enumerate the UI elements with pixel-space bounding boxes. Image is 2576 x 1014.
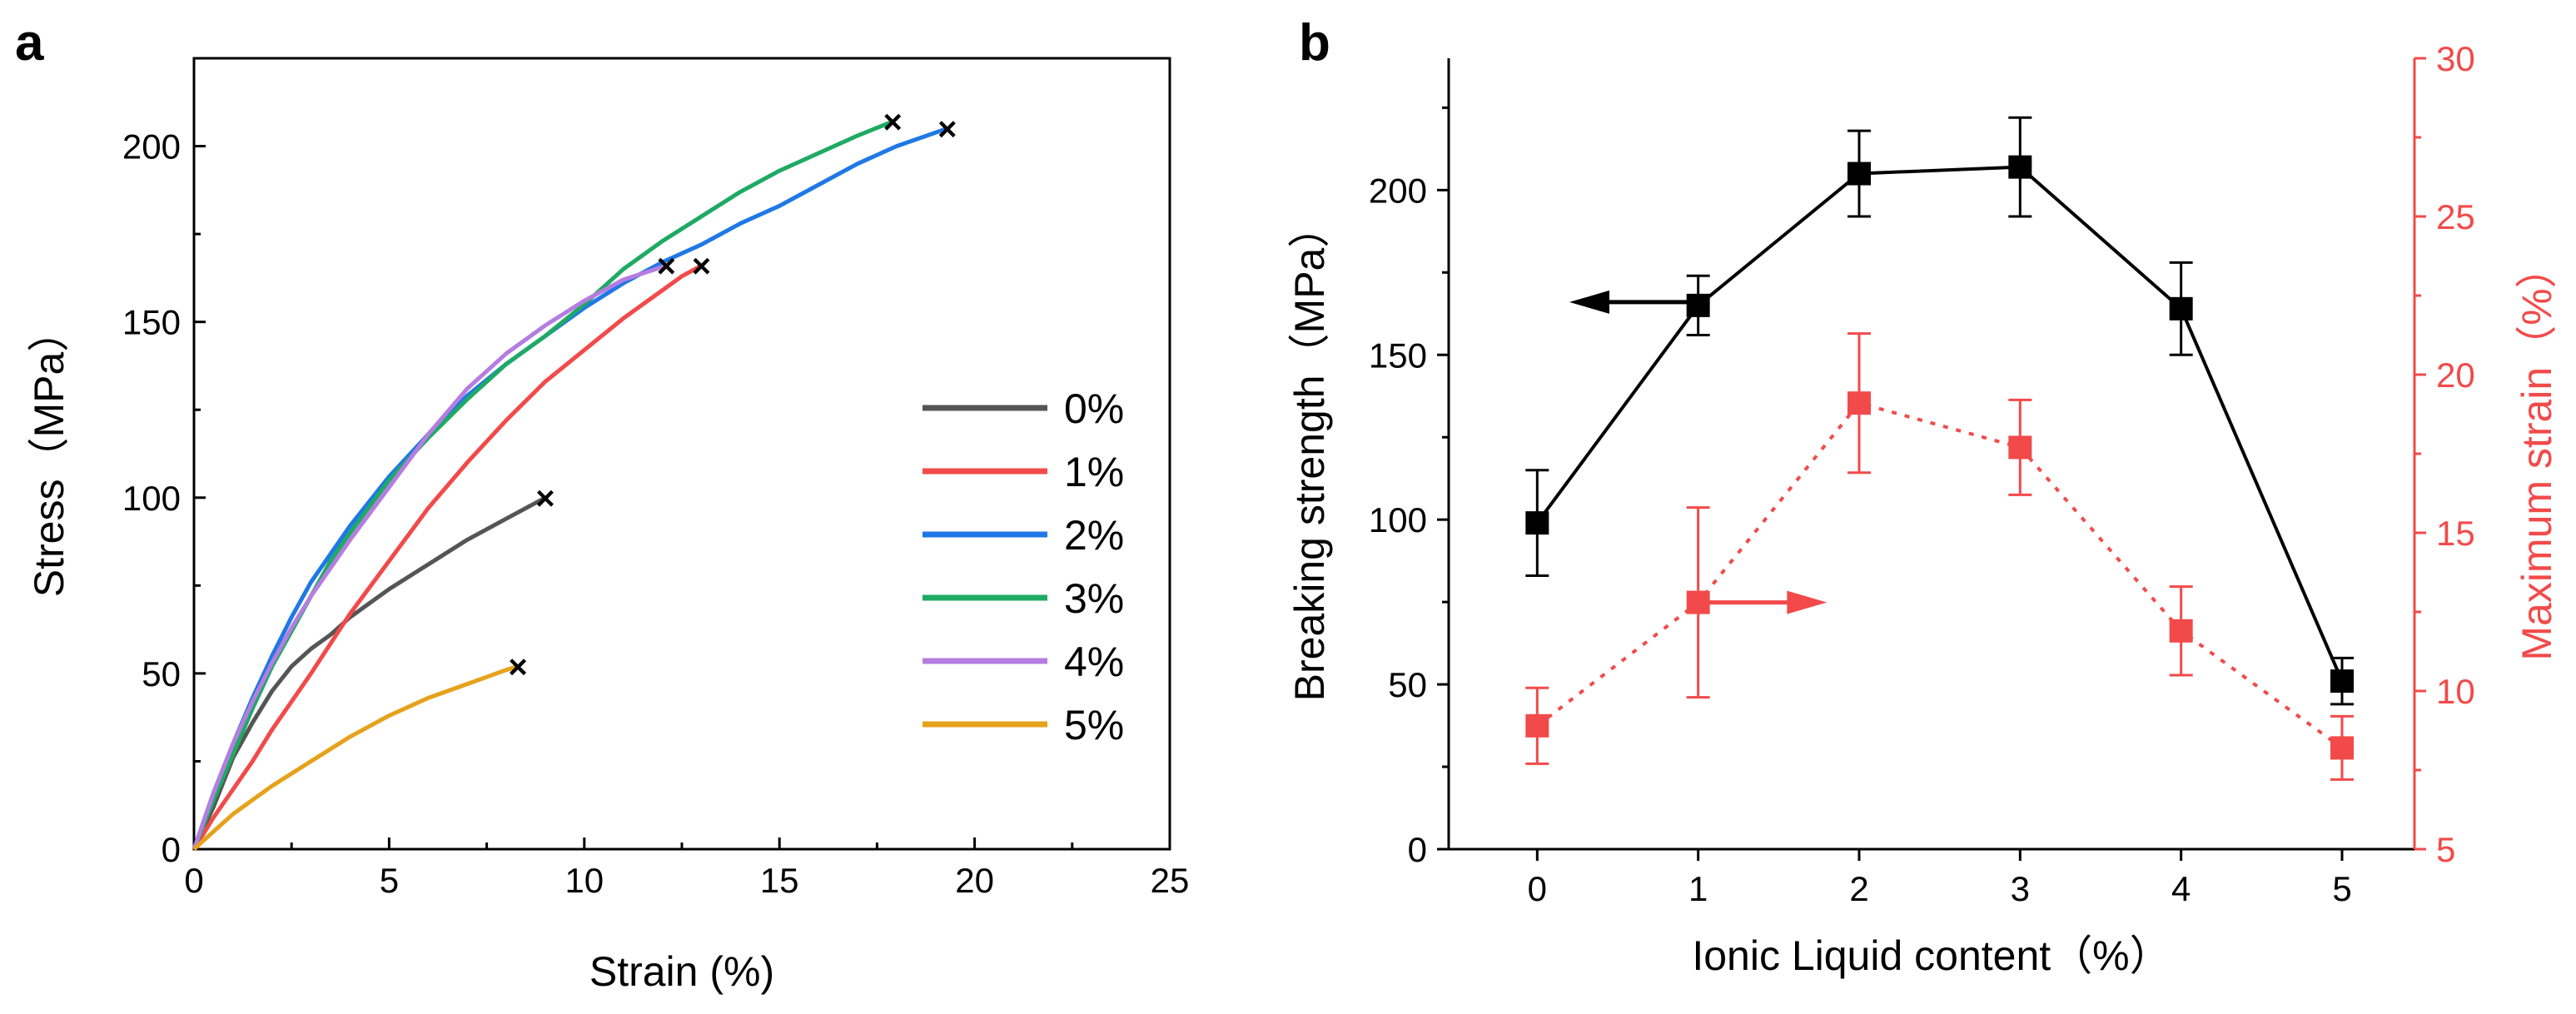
series-line-3pct <box>191 119 894 850</box>
legend-a: 0% 1% 2% 3% 4% 5% <box>922 385 1124 748</box>
break-marker-4pct: × <box>657 248 676 285</box>
arrow-head-right <box>1787 590 1828 614</box>
y-left-tick-label-b: 50 <box>1388 665 1427 704</box>
legend-label-5pct: 5% <box>1064 702 1124 748</box>
x-tick-label-b: 5 <box>2332 869 2351 908</box>
legend-label-4pct: 4% <box>1064 639 1124 685</box>
y-left-tick-label-b: 200 <box>1369 171 1427 210</box>
x-tick-label-b: 2 <box>1849 869 1868 908</box>
axes-a: 0 5 10 15 20 25 0 50 100 150 200 <box>122 127 1189 900</box>
break-marker-1pct: × <box>692 248 711 285</box>
series-group-a: × × × × × × <box>191 104 957 851</box>
x-tick-label-b: 0 <box>1528 869 1547 908</box>
data-point-strength <box>2169 296 2193 321</box>
data-point-strength <box>1525 511 1549 535</box>
y-tick-label-a: 100 <box>122 479 181 518</box>
legend-label-2pct: 2% <box>1064 512 1124 559</box>
stress-strain-chart: 0 5 10 15 20 25 0 50 100 150 200 × × × × × × Strain (%)… <box>26 57 1189 995</box>
x-axis-title-b: Ionic Liquid content（%） <box>1692 932 2171 979</box>
y-right-tick-label-b: 5 <box>2436 830 2455 869</box>
panel-label-a: a <box>15 14 44 72</box>
y-tick-label-a: 0 <box>162 830 181 869</box>
data-point-strain <box>2169 619 2193 643</box>
y-right-tick-label-b: 15 <box>2436 514 2475 553</box>
y-right-tick-label-b: 10 <box>2436 672 2475 711</box>
x-tick-label-a: 0 <box>184 861 203 900</box>
data-point-strain <box>1525 713 1549 738</box>
series-line-4pct <box>191 263 667 850</box>
series-group-b <box>1525 116 2354 781</box>
x-tick-label-a: 15 <box>760 861 799 900</box>
plot-frame-a <box>192 57 1171 851</box>
data-point-strength <box>1847 162 1871 186</box>
x-tick-label-b: 3 <box>2011 869 2030 908</box>
y-axis-title-b-right: Maximum strain（%） <box>2514 246 2560 660</box>
arrows-b <box>1569 290 1828 614</box>
data-point-strength <box>2330 669 2354 693</box>
data-point-strength <box>1686 293 1710 317</box>
y-left-tick-label-b: 0 <box>1408 830 1427 869</box>
legend-label-3pct: 3% <box>1064 575 1124 622</box>
y-tick-label-a: 200 <box>122 127 181 167</box>
panel-label-b: b <box>1299 14 1330 72</box>
y-tick-label-a: 50 <box>142 654 181 693</box>
y-left-tick-label-b: 100 <box>1369 500 1427 539</box>
series-line-1pct <box>191 263 703 851</box>
y-axis-title-b-left: Breaking strength（MPa） <box>1286 206 1333 702</box>
y-axis-title-a: Stress（MPa） <box>26 311 72 598</box>
break-marker-2pct: × <box>937 111 957 147</box>
legend-label-0pct: 0% <box>1064 385 1124 432</box>
arrow-head-left <box>1569 290 1609 314</box>
break-marker-5pct: × <box>508 649 527 685</box>
x-tick-label-b: 1 <box>1688 869 1708 908</box>
x-tick-label-a: 25 <box>1151 861 1190 900</box>
y-tick-label-a: 150 <box>122 303 181 342</box>
x-tick-label-a: 20 <box>955 861 994 900</box>
legend-label-1pct: 1% <box>1064 449 1124 495</box>
x-tick-label-a: 5 <box>380 861 399 900</box>
x-tick-label-b: 4 <box>2171 869 2191 908</box>
x-axis-title-a: Strain (%) <box>589 948 774 995</box>
y-left-tick-label-b: 150 <box>1369 336 1427 375</box>
data-point-strain <box>1847 391 1871 415</box>
y-right-tick-label-b: 20 <box>2436 355 2475 395</box>
data-point-strain <box>2330 736 2354 760</box>
x-tick-label-a: 10 <box>564 861 604 900</box>
series-line-strength <box>1535 165 2344 682</box>
series-line-5pct <box>192 664 519 851</box>
y-right-tick-label-b: 30 <box>2436 39 2475 78</box>
break-marker-3pct: × <box>883 104 902 141</box>
y-right-tick-label-b: 25 <box>2436 197 2475 236</box>
break-marker-0pct: × <box>535 480 554 517</box>
series-line-strain <box>1536 400 2344 750</box>
series-line-2pct <box>191 127 948 850</box>
data-point-strength <box>2008 155 2032 179</box>
data-point-strain <box>2008 435 2032 460</box>
